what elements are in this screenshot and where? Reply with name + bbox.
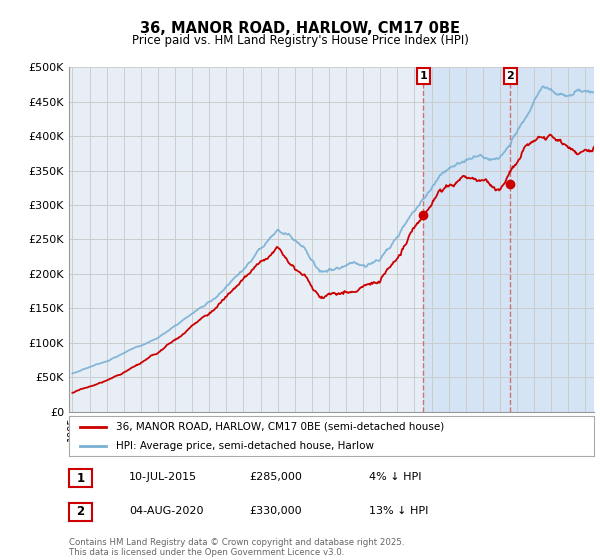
Text: £330,000: £330,000 [249, 506, 302, 516]
Text: 2: 2 [76, 505, 85, 519]
Text: 1: 1 [76, 472, 85, 485]
Text: 13% ↓ HPI: 13% ↓ HPI [369, 506, 428, 516]
Text: HPI: Average price, semi-detached house, Harlow: HPI: Average price, semi-detached house,… [116, 441, 374, 450]
Text: 4% ↓ HPI: 4% ↓ HPI [369, 472, 421, 482]
Text: 10-JUL-2015: 10-JUL-2015 [129, 472, 197, 482]
Text: 36, MANOR ROAD, HARLOW, CM17 0BE (semi-detached house): 36, MANOR ROAD, HARLOW, CM17 0BE (semi-d… [116, 422, 445, 432]
Text: 1: 1 [419, 71, 427, 81]
Text: £285,000: £285,000 [249, 472, 302, 482]
Text: 04-AUG-2020: 04-AUG-2020 [129, 506, 203, 516]
Text: 36, MANOR ROAD, HARLOW, CM17 0BE: 36, MANOR ROAD, HARLOW, CM17 0BE [140, 21, 460, 36]
Bar [424, 67, 594, 412]
Text: 2: 2 [506, 71, 514, 81]
Text: Price paid vs. HM Land Registry's House Price Index (HPI): Price paid vs. HM Land Registry's House … [131, 34, 469, 46]
Text: Contains HM Land Registry data © Crown copyright and database right 2025.
This d: Contains HM Land Registry data © Crown c… [69, 538, 404, 557]
